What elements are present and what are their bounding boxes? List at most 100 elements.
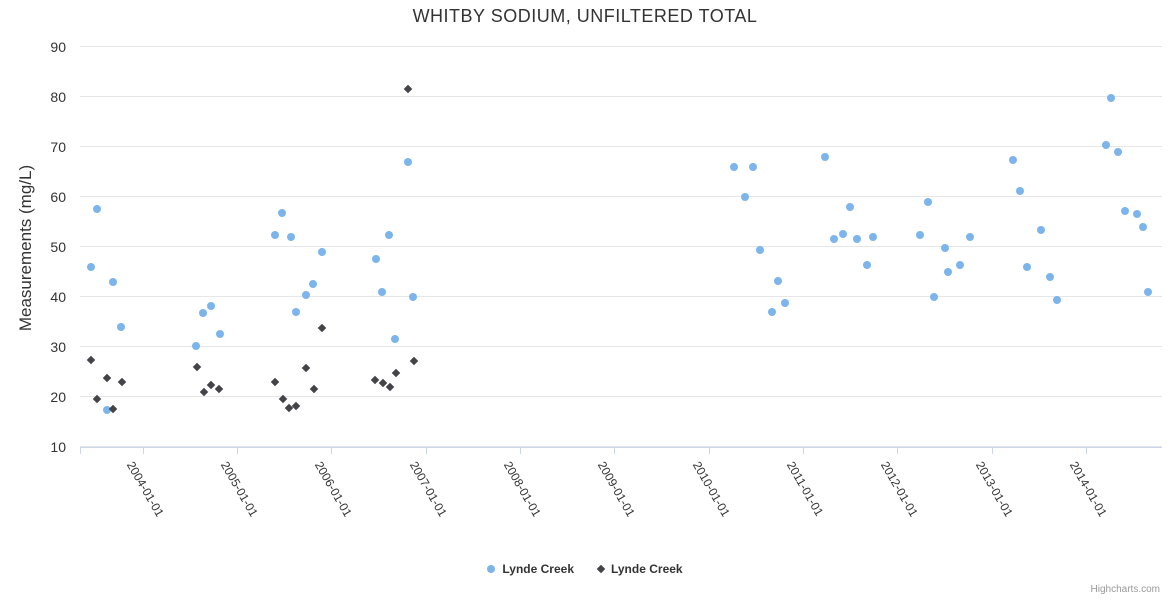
data-point[interactable] <box>199 309 208 317</box>
data-point[interactable] <box>378 287 387 296</box>
data-point[interactable] <box>391 368 400 377</box>
data-point[interactable] <box>109 277 118 286</box>
data-point[interactable] <box>773 277 782 285</box>
data-point[interactable] <box>767 307 776 316</box>
data-point[interactable] <box>1106 94 1115 102</box>
data-point[interactable] <box>403 84 413 94</box>
data-point[interactable] <box>1120 206 1129 215</box>
data-point[interactable] <box>370 375 379 385</box>
data-point[interactable] <box>1015 187 1024 195</box>
data-point[interactable] <box>102 406 111 414</box>
data-point[interactable] <box>940 244 949 252</box>
data-point[interactable] <box>838 230 847 238</box>
legend-item[interactable]: Lynde Creek <box>596 562 683 576</box>
data-point[interactable] <box>216 330 225 338</box>
data-point[interactable] <box>755 245 764 254</box>
x-axis-label: 2009-01-01 <box>595 458 639 519</box>
x-tick <box>520 447 522 454</box>
data-point[interactable] <box>846 203 855 211</box>
x-tick <box>803 447 804 454</box>
data-point[interactable] <box>291 307 300 316</box>
data-point[interactable] <box>214 384 224 394</box>
data-point[interactable] <box>86 355 96 364</box>
data-point[interactable] <box>1022 262 1031 271</box>
data-point[interactable] <box>730 162 739 171</box>
data-point[interactable] <box>1036 226 1045 234</box>
data-point[interactable] <box>390 334 399 343</box>
legend-item[interactable]: Lynde Creek <box>487 562 574 576</box>
data-point[interactable] <box>117 322 125 331</box>
data-point[interactable] <box>923 197 932 206</box>
x-axis-label: 2010-01-01 <box>689 458 733 519</box>
data-point[interactable] <box>1046 273 1055 281</box>
y-axis-label: 80 <box>50 88 66 105</box>
data-point[interactable] <box>278 209 287 217</box>
data-point[interactable] <box>781 298 790 307</box>
x-axis-label: 2012-01-01 <box>878 458 922 519</box>
data-point[interactable] <box>1114 147 1123 156</box>
data-point[interactable] <box>1138 223 1147 231</box>
gridline <box>80 146 1162 147</box>
data-point[interactable] <box>915 231 924 239</box>
gridline <box>80 46 1162 47</box>
x-tick <box>80 447 81 454</box>
data-point[interactable] <box>192 341 201 350</box>
data-point[interactable] <box>286 232 295 241</box>
data-point[interactable] <box>830 234 839 243</box>
data-point[interactable] <box>930 292 939 301</box>
data-point[interactable] <box>1052 295 1061 304</box>
chart-title: WHITBY SODIUM, UNFILTERED TOTAL <box>412 6 758 26</box>
data-point[interactable] <box>193 362 202 372</box>
gridline <box>80 196 1162 197</box>
legend-marker-diamond-icon <box>596 564 606 574</box>
data-point[interactable] <box>944 268 953 276</box>
data-point[interactable] <box>206 301 215 310</box>
data-point[interactable] <box>863 261 872 269</box>
data-point[interactable] <box>93 205 102 213</box>
data-point[interactable] <box>206 380 215 389</box>
data-point[interactable] <box>403 157 412 166</box>
data-point[interactable] <box>270 377 279 387</box>
data-point[interactable] <box>102 373 112 383</box>
x-tick <box>614 447 616 454</box>
data-point[interactable] <box>955 260 964 269</box>
gridline <box>80 346 1162 347</box>
x-tick <box>425 447 427 454</box>
data-point[interactable] <box>385 382 395 392</box>
data-point[interactable] <box>86 262 95 271</box>
data-point[interactable] <box>1009 155 1018 164</box>
legend-item-label: Lynde Creek <box>502 562 574 576</box>
data-point[interactable] <box>740 192 749 201</box>
data-point[interactable] <box>410 356 419 366</box>
data-point[interactable] <box>199 387 209 397</box>
y-axis-label: 90 <box>50 38 66 55</box>
legend-marker-circle-icon <box>487 565 496 573</box>
data-point[interactable] <box>965 232 974 241</box>
data-point[interactable] <box>1132 210 1141 218</box>
data-point[interactable] <box>309 280 318 288</box>
data-point[interactable] <box>868 232 877 241</box>
highcharts-credit[interactable]: Highcharts.com <box>1090 584 1160 595</box>
data-point[interactable] <box>409 292 418 301</box>
x-axis-label: 2007-01-01 <box>406 458 450 519</box>
data-point[interactable] <box>270 231 279 239</box>
data-point[interactable] <box>310 384 319 393</box>
data-point[interactable] <box>384 230 393 239</box>
data-point[interactable] <box>749 162 757 171</box>
data-point[interactable] <box>852 234 861 243</box>
x-tick <box>1086 447 1087 454</box>
x-tick <box>237 447 239 454</box>
data-point[interactable] <box>1144 288 1153 296</box>
x-axis-label: 2004-01-01 <box>123 458 167 519</box>
x-axis-line <box>80 446 1162 448</box>
data-point[interactable] <box>301 290 310 299</box>
data-point[interactable] <box>371 255 380 263</box>
x-axis-label: 2008-01-01 <box>500 458 544 519</box>
data-point[interactable] <box>820 152 829 161</box>
data-point[interactable] <box>1101 140 1110 149</box>
data-point[interactable] <box>317 323 327 332</box>
data-point[interactable] <box>317 247 326 256</box>
data-point[interactable] <box>301 363 311 373</box>
data-point[interactable] <box>117 377 127 387</box>
x-axis-label: 2006-01-01 <box>312 458 356 519</box>
